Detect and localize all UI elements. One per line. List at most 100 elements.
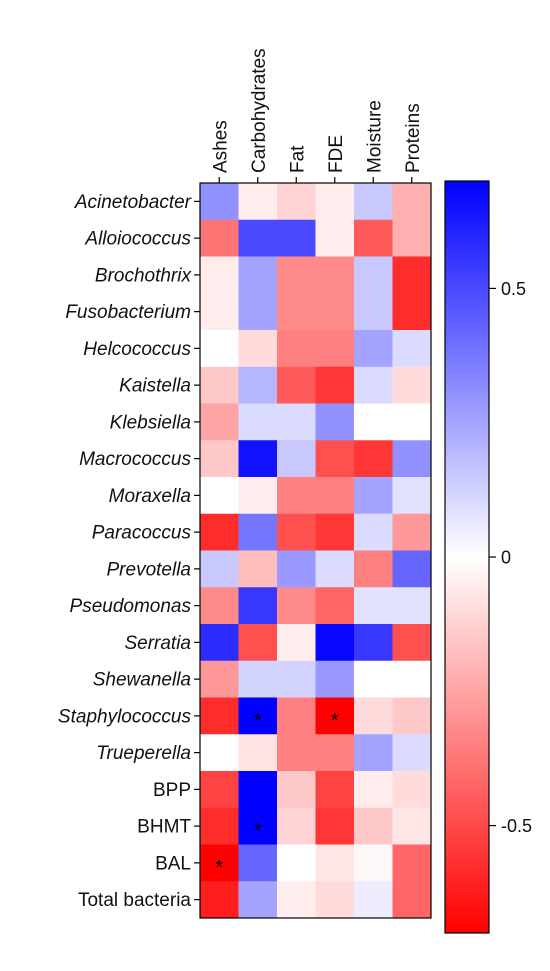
heatmap-cell (277, 881, 316, 919)
heatmap-cell (277, 697, 316, 735)
heatmap-cell (315, 734, 355, 772)
heatmap-cell (354, 477, 393, 515)
heatmap-cell (392, 844, 432, 882)
heatmap-cell (277, 734, 316, 772)
heatmap-cell (200, 477, 239, 515)
heatmap-cell (392, 330, 432, 368)
heatmap-cell (277, 660, 316, 698)
heatmap-cell (238, 734, 278, 772)
color-scale-tick-label: -0.5 (501, 816, 532, 836)
heatmap-cell (315, 587, 355, 625)
heatmap-cell (200, 697, 239, 735)
heatmap-cell (392, 403, 432, 441)
heatmap-cell (200, 330, 239, 368)
heatmap-cell (238, 660, 278, 698)
heatmap-cell (392, 183, 432, 221)
heatmap-cell (315, 477, 355, 515)
row-label: Fusobacterium (65, 302, 191, 323)
heatmap-cell (392, 550, 432, 588)
heatmap-cell (277, 624, 316, 662)
heatmap-cell (392, 477, 432, 515)
heatmap-cell (277, 513, 316, 551)
heatmap-cell (315, 697, 355, 735)
heatmap-cell (315, 330, 355, 368)
row-label: BAL (155, 853, 191, 874)
row-label: Prevotella (107, 559, 192, 580)
row-label: Serratia (124, 633, 191, 654)
heatmap-cell (238, 330, 278, 368)
significance-markers: * * * * (215, 710, 339, 879)
heatmap-cell (354, 881, 393, 919)
heatmap-border (199, 182, 432, 919)
heatmap-cell (392, 771, 432, 809)
row-label: Moraxella (109, 486, 191, 507)
heatmap-cell (200, 587, 239, 625)
heatmap-cell (315, 550, 355, 588)
heatmap-cells (199, 182, 432, 919)
heatmap-cell (354, 256, 393, 294)
heatmap-cell (354, 550, 393, 588)
heatmap-cell (238, 550, 278, 588)
heatmap-cell (238, 587, 278, 625)
heatmap-cell (392, 734, 432, 772)
heatmap-cell (354, 403, 393, 441)
column-label-carbohydrates: Carbohydrates (249, 48, 270, 173)
column-label-moisture: Moisture (364, 100, 385, 173)
row-label: BHMT (137, 817, 191, 838)
row-label: Shewanella (93, 670, 191, 691)
heatmap-cell (354, 844, 393, 882)
heatmap-cell (238, 477, 278, 515)
heatmap-cell (200, 844, 239, 882)
color-scale-gradient (444, 180, 490, 934)
heatmap-cell (277, 219, 316, 257)
heatmap-cell (238, 440, 278, 478)
heatmap-cell (277, 550, 316, 588)
column-label-fat: Fat (287, 145, 308, 173)
row-label: Klebsiella (110, 412, 191, 433)
heatmap-cell (238, 697, 278, 735)
heatmap-cell (392, 807, 432, 845)
heatmap-cell (238, 293, 278, 331)
row-label: Alloiococcus (84, 229, 191, 250)
heatmap-cell (277, 587, 316, 625)
heatmap-cell (354, 587, 393, 625)
heatmap-cell (392, 366, 432, 404)
row-label: Helcococcus (83, 339, 191, 360)
heatmap-cell (200, 660, 239, 698)
heatmap-cell (200, 366, 239, 404)
color-scale-bar: 0.5 0 -0.5 (444, 180, 532, 934)
heatmap-cell (200, 219, 239, 257)
heatmap-cell (200, 734, 239, 772)
heatmap-cell (392, 293, 432, 331)
heatmap-cell (238, 844, 278, 882)
heatmap-cell (238, 771, 278, 809)
heatmap-cell (392, 624, 432, 662)
heatmap-cell (315, 844, 355, 882)
heatmap-cell (277, 807, 316, 845)
heatmap-cell (277, 256, 316, 294)
heatmap-cell (277, 477, 316, 515)
heatmap-cell (354, 807, 393, 845)
heatmap-cell (200, 771, 239, 809)
heatmap-cell (200, 440, 239, 478)
heatmap-cell (354, 219, 393, 257)
column-label-ashes: Ashes (210, 120, 231, 173)
row-label: Total bacteria (78, 890, 191, 911)
heatmap-cell (392, 219, 432, 257)
heatmap-cell (200, 881, 239, 919)
heatmap-cell (277, 771, 316, 809)
heatmap-cell (238, 366, 278, 404)
heatmap-cell (315, 881, 355, 919)
heatmap-cell (277, 366, 316, 404)
row-label: Trueperella (96, 743, 191, 764)
heatmap-cell (200, 513, 239, 551)
heatmap-cell (392, 256, 432, 294)
heatmap-cell (315, 219, 355, 257)
heatmap-cell (277, 183, 316, 221)
heatmap-cell (277, 844, 316, 882)
heatmap-cell (315, 624, 355, 662)
heatmap-cell (354, 293, 393, 331)
heatmap-cell (315, 183, 355, 221)
heatmap-cell (315, 660, 355, 698)
heatmap-cell (200, 183, 239, 221)
